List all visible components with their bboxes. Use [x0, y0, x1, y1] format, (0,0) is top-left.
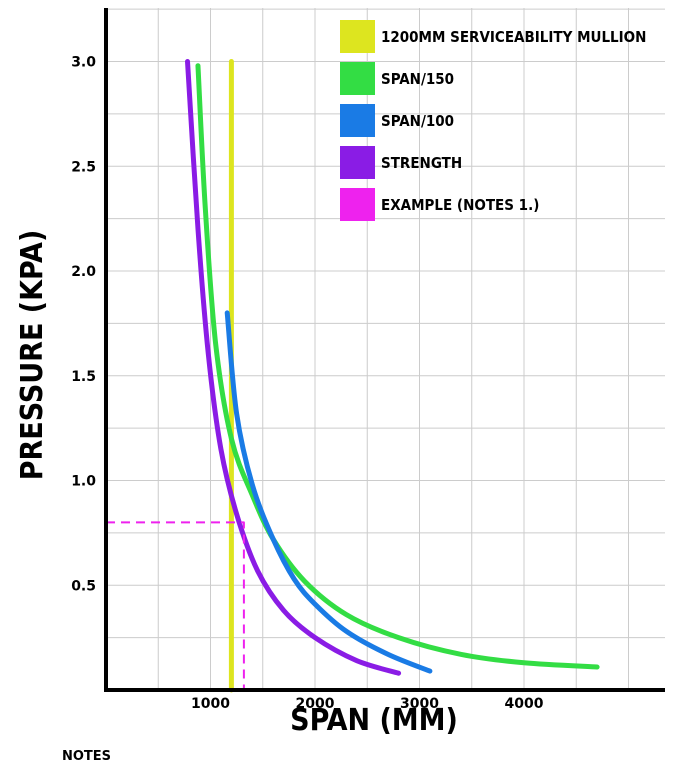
legend-label-4: EXAMPLE (NOTES 1.) — [381, 196, 539, 214]
series-line-2 — [224, 310, 433, 674]
legend-swatch-3 — [340, 146, 375, 179]
legend-label-1: SPAN/150 — [381, 70, 454, 88]
y-tick-label: 1.0 — [71, 474, 96, 490]
legend: 1200MM SERVICEABILITY MULLION SPAN/150 SPA… — [340, 20, 646, 221]
x-tick-label: 2000 — [296, 696, 335, 712]
y-axis-title: PRESSURE (KPA) — [15, 230, 50, 481]
legend-label-2: SPAN/100 — [381, 112, 454, 130]
x-tick-label: 3000 — [400, 696, 439, 712]
x-tick-label: 4000 — [505, 696, 544, 712]
legend-swatch-0 — [340, 20, 375, 53]
legend-swatch-1 — [340, 62, 375, 95]
tick-labels: 1000 2000 3000 4000 0.5 1.0 1.5 2.0 2.5 3.0 — [71, 55, 544, 713]
series-layer — [106, 59, 600, 693]
legend-swatch-4 — [340, 188, 375, 221]
y-tick-label: 2.0 — [71, 264, 96, 280]
y-tick-label: 0.5 — [71, 578, 96, 594]
x-tick-label: 1000 — [191, 696, 230, 712]
legend-swatch-2 — [340, 104, 375, 137]
series-line-4 — [106, 521, 245, 690]
y-tick-label: 1.5 — [71, 369, 96, 385]
notes-heading: NOTES — [62, 749, 111, 760]
grid — [106, 8, 665, 690]
x-axis-title: SPAN (MM) — [290, 703, 458, 738]
legend-label-3: STRENGTH — [381, 154, 462, 172]
y-tick-label: 2.5 — [71, 159, 96, 175]
axes — [104, 8, 665, 692]
legend-label-0: 1200MM SERVICEABILITY MULLION — [381, 28, 646, 46]
series-line-3 — [185, 59, 402, 676]
y-tick-label: 3.0 — [71, 55, 96, 71]
